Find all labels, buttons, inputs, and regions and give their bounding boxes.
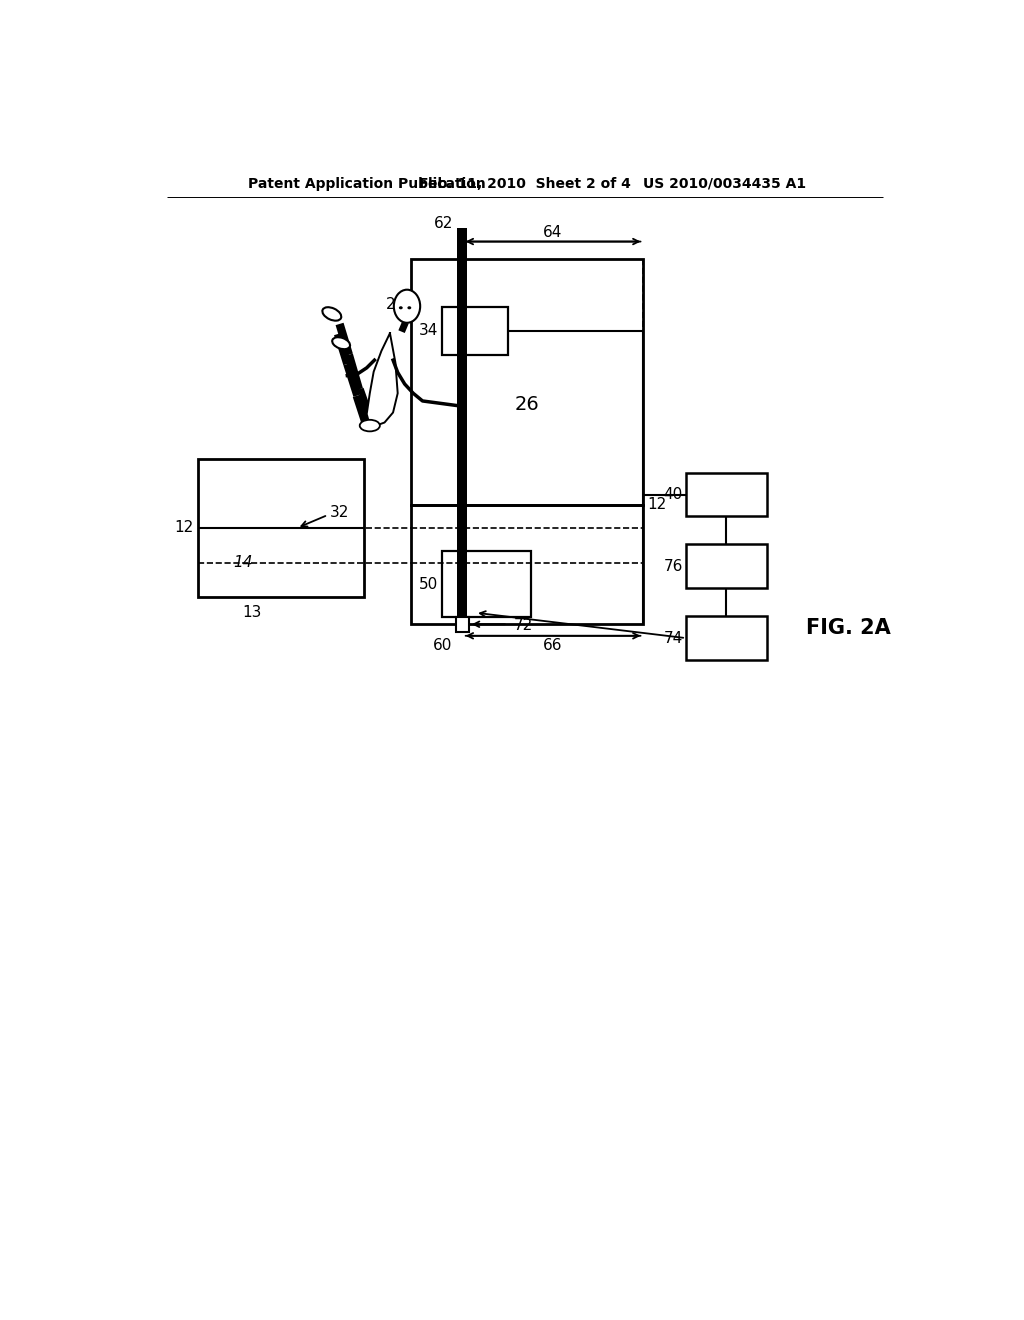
Ellipse shape [408, 306, 412, 309]
Bar [198, 459, 365, 598]
Ellipse shape [332, 337, 350, 350]
Text: 12: 12 [647, 498, 667, 512]
Text: 72: 72 [514, 618, 534, 634]
Ellipse shape [359, 420, 380, 432]
Text: 34: 34 [419, 323, 438, 338]
Bar [686, 473, 767, 516]
Bar [442, 308, 508, 355]
Text: 40: 40 [664, 487, 683, 503]
Text: 60: 60 [432, 638, 452, 652]
Text: 74: 74 [664, 631, 683, 645]
Bar [456, 616, 469, 632]
Bar [686, 615, 767, 660]
Text: 14: 14 [232, 556, 253, 570]
Text: 66: 66 [543, 638, 562, 652]
Text: 50: 50 [419, 577, 438, 591]
Ellipse shape [394, 289, 420, 323]
Text: 13: 13 [243, 605, 262, 620]
Text: FIG. 2A: FIG. 2A [806, 618, 891, 638]
Text: 26: 26 [515, 395, 540, 414]
Ellipse shape [399, 306, 402, 309]
Bar [411, 259, 643, 506]
Text: Patent Application Publication: Patent Application Publication [248, 177, 485, 191]
Text: Feb. 11, 2010  Sheet 2 of 4: Feb. 11, 2010 Sheet 2 of 4 [419, 177, 631, 191]
Text: US 2010/0034435 A1: US 2010/0034435 A1 [643, 177, 806, 191]
Bar [411, 504, 643, 624]
Text: 32: 32 [330, 506, 349, 520]
Ellipse shape [323, 308, 341, 321]
Text: 28: 28 [386, 297, 406, 313]
Bar [686, 544, 767, 589]
Text: 64: 64 [543, 224, 562, 240]
Text: 62: 62 [434, 216, 454, 231]
Text: 12: 12 [175, 520, 194, 536]
Text: 76: 76 [664, 558, 683, 574]
Bar [458, 228, 467, 616]
Bar [442, 552, 531, 616]
Polygon shape [367, 333, 397, 425]
